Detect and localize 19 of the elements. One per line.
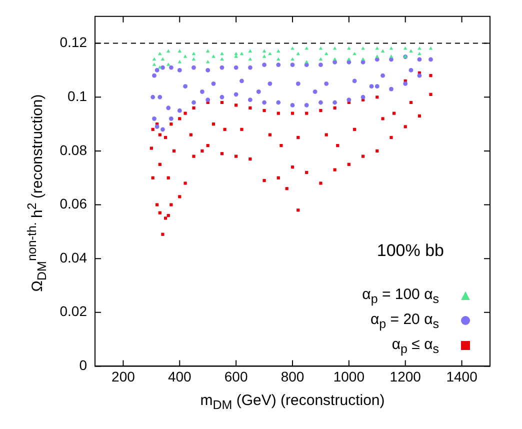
x-axis-title: m$_{DM}$ (GeV) (reconstruction) — [199, 392, 386, 412]
legend-label: α$_{p}$ = 20 α$_{s}$ — [370, 310, 439, 331]
x-tick-label: 800 — [280, 368, 304, 384]
y-tick-label: 0 — [79, 357, 88, 374]
y-tick-label: 0.08 — [60, 142, 88, 158]
y-tick-label: 0.06 — [60, 196, 88, 212]
y-tick-label: 0.04 — [60, 249, 88, 266]
legend-label: α$_{p}$ = 100 α$_{s}$ — [362, 286, 439, 306]
x-tick-label: 1400 — [446, 368, 478, 384]
x-tick-label: 200 — [112, 368, 136, 384]
x-tick-label: 600 — [224, 368, 248, 384]
x-tick-label: 1200 — [390, 368, 422, 384]
x-tick-label: 1000 — [333, 368, 365, 384]
x-tick-label: 400 — [168, 368, 192, 384]
legend-label: α$_{p}$ ≤ α$_{s}$ — [392, 336, 439, 356]
annotation: 100% bb — [376, 241, 445, 262]
y-tick-label: 0.12 — [60, 34, 88, 50]
y-tick-label: 0.1 — [68, 88, 88, 104]
y-tick-label: 0.02 — [60, 303, 88, 320]
